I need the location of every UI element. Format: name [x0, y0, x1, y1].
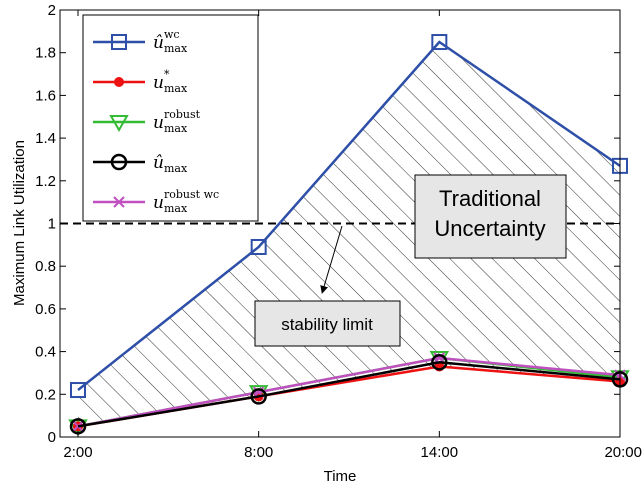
point-uwc-1: [250, 238, 267, 255]
y-tick-label: 0.6: [35, 301, 56, 318]
series-line-uwc: [77, 40, 621, 392]
legend-label-ustar: u* max: [153, 68, 188, 95]
legend-label-uwc: ûwc max: [153, 28, 188, 55]
legend-marker-urobustwc: [113, 196, 125, 208]
y-tick-label: 1.4: [35, 130, 56, 147]
x-axis-title: Time: [324, 468, 357, 485]
point-uhat-1: [250, 388, 267, 405]
x-axis: 2:00 8:00 14:00 20:00: [63, 10, 642, 461]
legend-item-urobustwc: urobust wc max: [93, 188, 219, 215]
point-urobustwc-1-stroke-b: [252, 386, 265, 398]
legend-marker-uwc: [111, 34, 127, 50]
legend-label-urobust: urobust max: [153, 108, 201, 135]
y-tick-label: 0.2: [35, 386, 56, 403]
stability-box: [254, 300, 401, 347]
stability-annotation: stability limit: [254, 225, 401, 347]
x-tick-label: 14:00: [421, 444, 459, 461]
legend-item-uwc: ûwc max: [93, 28, 188, 55]
uncertainty-hatch: [78, 42, 620, 427]
legend-label-uhat: ûmax: [153, 153, 188, 175]
legend-marker-uhat: [110, 153, 128, 171]
point-urobustwc-2-stroke-b: [433, 352, 446, 364]
uncertainty-label-line2: Uncertainty: [434, 216, 545, 241]
legend-label-urobustwc: urobust wc max: [153, 188, 219, 215]
y-tick-label: 0.8: [35, 258, 56, 275]
legend-item-uhat: ûmax: [93, 153, 188, 175]
legend: ûwc max u* max urobust max ûmax urobust wc max: [82, 14, 259, 222]
y-tick-label: 1.6: [35, 87, 56, 104]
legend-item-ustar: u* max: [93, 68, 188, 95]
y-tick-label: 2: [48, 2, 56, 19]
x-tick-label: 2:00: [63, 444, 92, 461]
legend-marker-urobustwc-stroke-b: [113, 196, 125, 208]
legend-marker-urobust: [109, 115, 129, 133]
uncertainty-annotation: Traditional Uncertainty: [414, 174, 567, 259]
uncertainty-box: [414, 174, 567, 259]
y-axis: 0 0.2 0.4 0.6 0.8 1 1.2 1.4 1.6 1.8 2: [35, 2, 620, 446]
point-uhat-2: [431, 354, 448, 371]
point-uwc-0: [70, 382, 86, 399]
series-line-urobustwc: [77, 356, 621, 428]
point-uwc-2: [431, 34, 448, 51]
uncertainty-region: [78, 42, 620, 427]
uncertainty-label-line1: Traditional: [439, 186, 541, 211]
y-tick-label: 0: [48, 429, 56, 446]
legend-item-urobust: urobust max: [93, 108, 201, 135]
series-uwc: [70, 34, 628, 399]
y-tick-label: 1.2: [35, 173, 56, 190]
y-tick-label: 1.8: [35, 45, 56, 62]
y-tick-label: 0.4: [35, 344, 56, 361]
legend-marker-ustar: [114, 77, 124, 87]
stability-label: stability limit: [281, 315, 373, 334]
stability-arrow: [320, 225, 343, 294]
x-tick-label: 20:00: [604, 444, 642, 461]
series-line-uhat: [77, 361, 621, 428]
x-tick-label: 8:00: [244, 444, 273, 461]
y-axis-title: Maximum Link Utilization: [11, 140, 28, 306]
y-tick-label: 1: [48, 216, 56, 233]
